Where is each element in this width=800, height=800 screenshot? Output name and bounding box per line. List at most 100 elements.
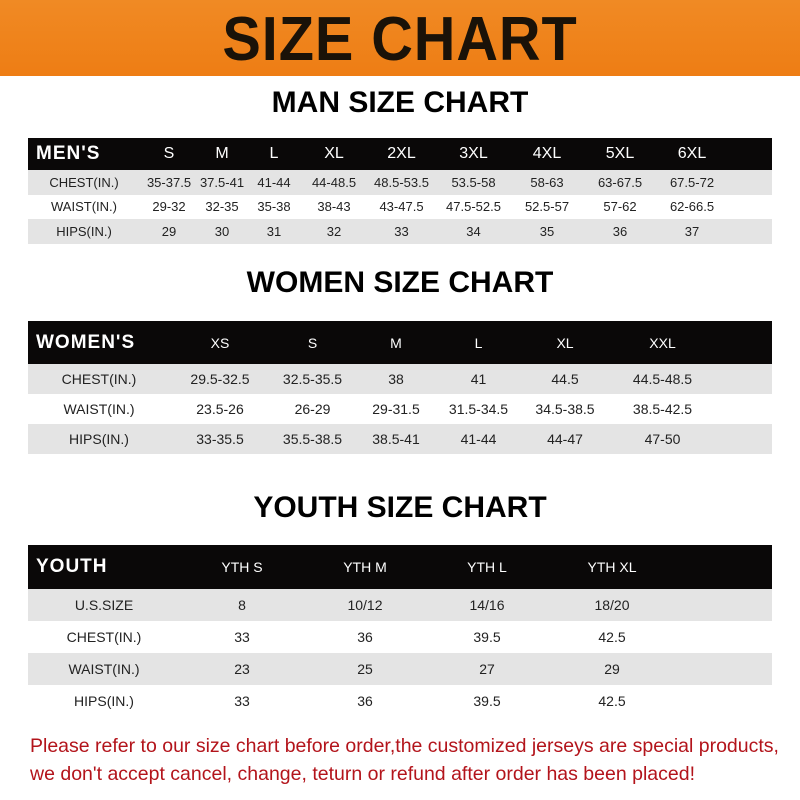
table-cell: 2XL (387, 145, 416, 162)
table-row: WAIST(IN.) 23.5-26 26-29 29-31.5 31.5-34.5 34… (28, 394, 772, 424)
table-cell: L (474, 334, 483, 351)
row-label: WAIST(IN.) (68, 661, 140, 677)
table-cell: 31 (266, 223, 282, 239)
table-cell: YTH S (221, 559, 263, 575)
notice-line-1: Please refer to our size chart before or… (30, 735, 779, 757)
row-label: YOUTH (36, 556, 108, 577)
table-cell: 48.5-53.5 (374, 174, 429, 190)
table-cell: 23 (234, 661, 250, 677)
table-cell: 38.5-41 (372, 431, 420, 447)
men-section-title: MAN SIZE CHART (271, 86, 529, 119)
table-cell: 44.5 (551, 371, 579, 387)
table-cell: 6XL (677, 145, 707, 162)
row-label: HIPS(IN.) (69, 431, 129, 447)
table-cell: 4XL (532, 145, 562, 162)
table-row: WAIST(IN.) 29-32 32-35 35-38 38-43 43-47.5 47.… (28, 194, 772, 219)
row-label: U.S.SIZE (74, 597, 134, 613)
row-label: HIPS(IN.) (56, 223, 112, 239)
youth-section-title: YOUTH SIZE CHART (253, 491, 547, 524)
table-cell: XL (324, 145, 344, 162)
banner: SIZE CHART (0, 0, 800, 76)
table-row: CHEST(IN.) 29.5-32.5 32.5-35.5 38 41 44.5 44.5… (28, 364, 772, 394)
table-cell: 31.5-34.5 (448, 401, 509, 417)
table-cell: 14/16 (469, 597, 505, 613)
table-cell: 27 (479, 661, 495, 677)
row-label: MEN'S (36, 143, 101, 164)
notice-line-2: we don't accept cancel, change, teturn o… (30, 763, 695, 785)
table-cell: 37 (684, 223, 700, 239)
table-row: HIPS(IN.) 33 36 39.5 42.5 (28, 685, 772, 717)
table-cell: 32-35 (205, 199, 239, 215)
table-cell: 39.5 (473, 693, 501, 709)
table-cell: 33-35.5 (196, 431, 244, 447)
table-cell: M (390, 334, 402, 351)
table-cell: 34 (466, 223, 481, 239)
table-cell: XS (210, 334, 230, 351)
table-row: CHEST(IN.) 33 36 39.5 42.5 (28, 621, 772, 653)
table-cell: S (307, 334, 318, 351)
table-cell: YTH XL (587, 559, 637, 575)
table-cell: 36 (357, 693, 373, 709)
row-label: WOMEN'S (36, 331, 136, 353)
table-cell: 47.5-52.5 (446, 199, 501, 215)
table-cell: 53.5-58 (451, 174, 496, 190)
table-cell: 67.5-72 (669, 174, 715, 190)
table-cell: 38-43 (317, 199, 351, 215)
table-cell: 32.5-35.5 (282, 371, 343, 387)
table-cell: 57-62 (603, 199, 637, 215)
table-cell: 44-47 (547, 431, 583, 447)
table-cell: 33 (394, 223, 409, 239)
table-header-row: YOUTH YTH S YTH M YTH L YTH XL (28, 545, 772, 589)
table-cell: 29 (604, 661, 620, 677)
table-cell: 29.5-32.5 (190, 371, 250, 387)
table-cell: 63-67.5 (597, 174, 643, 190)
table-cell: YTH L (467, 559, 507, 575)
table-row: U.S.SIZE 8 10/12 14/16 18/20 (28, 589, 772, 621)
table-cell: 38 (388, 371, 404, 387)
table-cell: 33 (234, 693, 250, 709)
table-cell: L (269, 145, 279, 162)
row-label: CHEST(IN.) (61, 371, 137, 387)
table-cell: 23.5-26 (196, 401, 244, 417)
table-cell: 42.5 (598, 629, 626, 645)
table-cell: 34.5-38.5 (535, 401, 595, 417)
table-row: WAIST(IN.) 23 25 27 29 (28, 653, 772, 685)
table-cell: S (163, 145, 175, 162)
table-cell: 18/20 (594, 597, 630, 613)
table-row: CHEST(IN.) 35-37.5 37.5-41 41-44 44-48.5 48.5… (28, 170, 772, 195)
table-cell: 29-32 (152, 199, 186, 215)
row-label: HIPS(IN.) (74, 693, 134, 709)
table-cell: 52.5-57 (524, 199, 570, 215)
table-cell: 10/12 (347, 597, 383, 613)
table-cell: 32 (326, 223, 342, 239)
table-cell: 5XL (605, 145, 635, 162)
table-cell: 44-48.5 (311, 174, 357, 190)
table-cell: 41 (470, 371, 487, 387)
table-cell: 29-31.5 (372, 401, 420, 417)
table-row: HIPS(IN.) 29 30 31 32 33 34 35 36 37 (28, 219, 772, 244)
table-cell: 37.5-41 (199, 174, 245, 190)
table-cell: XXL (649, 334, 676, 351)
table-cell: 26-29 (294, 401, 331, 417)
table-cell: 35-37.5 (146, 174, 192, 190)
table-cell: 30 (214, 223, 230, 239)
row-label: CHEST(IN.) (66, 629, 142, 645)
table-cell: 8 (238, 597, 246, 613)
table-cell: 38.5-42.5 (632, 401, 693, 417)
table-header-row: MEN'S S M L XL 2XL 3XL 4XL 5XL 6XL (28, 138, 772, 170)
table-cell: 43-47.5 (379, 199, 424, 215)
row-label: WAIST(IN.) (63, 401, 135, 417)
table-cell: 58-63 (530, 174, 564, 190)
table-cell: 33 (234, 629, 250, 645)
table-cell: 47-50 (644, 431, 681, 447)
youth-size-table: YOUTH YTH S YTH M YTH L YTH XL U.S.SIZE 8 10/12… (28, 545, 772, 717)
banner-title: SIZE CHART (222, 5, 578, 74)
table-row: HIPS(IN.) 33-35.5 35.5-38.5 38.5-41 41-44 44-… (28, 424, 772, 454)
table-cell: YTH M (343, 559, 387, 575)
table-cell: 29 (161, 223, 177, 239)
women-size-table: WOMEN'S XS S M L XL XXL CHEST(IN.) 29.5-32.5 32.5… (28, 321, 772, 454)
table-header-row: WOMEN'S XS S M L XL XXL (28, 321, 772, 364)
men-size-table: MEN'S S M L XL 2XL 3XL 4XL 5XL 6XL CHEST(IN.) 35-37… (28, 138, 772, 244)
table-cell: 42.5 (598, 693, 626, 709)
table-cell: 35-38 (257, 199, 291, 215)
